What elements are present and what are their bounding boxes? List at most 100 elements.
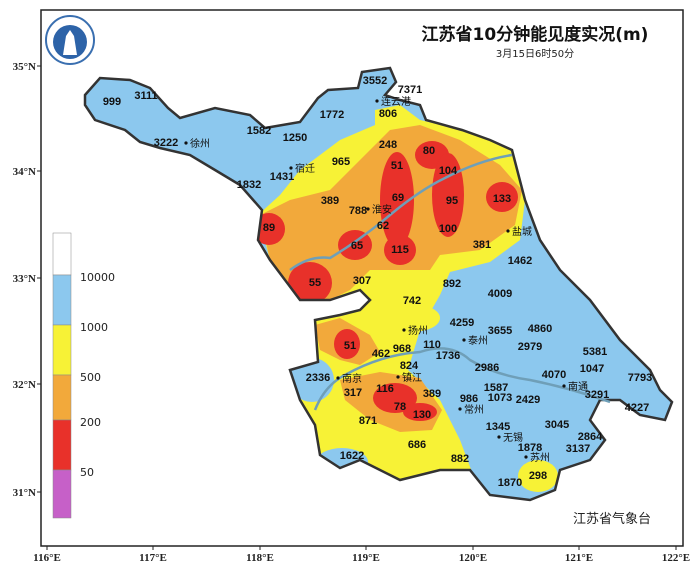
station-value: 389 xyxy=(321,195,339,207)
city-label: 徐州 xyxy=(190,137,210,150)
city-marker xyxy=(375,99,379,103)
station-value: 1073 xyxy=(488,392,512,404)
station-value: 742 xyxy=(403,295,421,307)
station-value: 4860 xyxy=(528,323,552,335)
city-marker xyxy=(524,455,528,459)
city-label: 宿迁 xyxy=(295,162,315,175)
map-title: 江苏省10分钟能见度实况(m) xyxy=(422,24,649,45)
station-value: 3655 xyxy=(488,325,512,337)
station-value: 116 xyxy=(376,383,394,395)
city-marker xyxy=(184,141,188,145)
zone-under-200 xyxy=(373,383,417,413)
station-value: 968 xyxy=(393,343,411,355)
station-value: 62 xyxy=(377,220,389,232)
city-marker xyxy=(497,435,501,439)
station-value: 3222 xyxy=(154,137,178,149)
station-value: 104 xyxy=(439,165,458,177)
station-value: 4227 xyxy=(625,402,649,414)
legend-label: 1000 xyxy=(80,321,108,334)
zone-under-200 xyxy=(403,403,437,421)
station-value: 100 xyxy=(439,223,457,235)
x-tick-label: 121°E xyxy=(565,552,593,564)
station-value: 115 xyxy=(391,244,409,256)
station-value: 3111 xyxy=(134,90,157,102)
city-label: 连云港 xyxy=(381,95,411,108)
station-value: 133 xyxy=(493,193,511,205)
footer-source: 江苏省气象台 xyxy=(573,511,651,527)
x-tick-label: 118°E xyxy=(246,552,274,564)
station-value: 110 xyxy=(423,339,441,351)
zone-1000-plus xyxy=(290,358,334,402)
zone-under-200 xyxy=(486,182,518,212)
y-tick-label: 35°N xyxy=(13,61,36,73)
station-value: 95 xyxy=(446,195,458,207)
city-marker xyxy=(289,166,293,170)
city-marker xyxy=(562,384,566,388)
city-label: 南京 xyxy=(342,372,362,385)
legend-label: 500 xyxy=(80,371,101,384)
station-value: 1587 xyxy=(484,382,508,394)
x-tick-label: 117°E xyxy=(139,552,167,564)
station-value: 78 xyxy=(394,401,406,413)
station-value: 1345 xyxy=(486,421,510,433)
legend-swatch xyxy=(52,324,72,376)
city-marker xyxy=(366,207,370,211)
station-value: 3552 xyxy=(363,75,387,87)
city-label: 常州 xyxy=(464,403,484,416)
legend-swatch xyxy=(52,232,72,276)
station-value: 89 xyxy=(263,222,275,234)
city-label: 镇江 xyxy=(402,371,422,384)
station-value: 4070 xyxy=(542,369,566,381)
zone-500-1000 xyxy=(518,460,558,492)
station-value: 51 xyxy=(344,340,356,352)
x-tick-label: 122°E xyxy=(662,552,690,564)
station-value: 4259 xyxy=(450,317,474,329)
station-value: 65 xyxy=(351,240,363,252)
station-value: 80 xyxy=(423,145,435,157)
station-value: 307 xyxy=(353,275,371,287)
station-value: 389 xyxy=(423,388,441,400)
city-label: 盐城 xyxy=(512,225,532,238)
station-value: 788 xyxy=(349,205,367,217)
station-value: 317 xyxy=(344,387,362,399)
legend-label: 50 xyxy=(80,466,94,479)
station-value: 462 xyxy=(372,348,390,360)
station-value: 3291 xyxy=(585,389,609,401)
station-value: 999 xyxy=(103,96,121,108)
station-value: 2429 xyxy=(516,394,540,406)
station-value: 3137 xyxy=(566,443,590,455)
station-value: 3045 xyxy=(545,419,569,431)
station-value: 1736 xyxy=(436,350,460,362)
station-value: 130 xyxy=(413,409,431,421)
city-marker xyxy=(402,328,406,332)
station-value: 1462 xyxy=(508,255,532,267)
logo xyxy=(45,15,95,65)
zone-under-200 xyxy=(338,230,372,260)
y-tick-label: 32°N xyxy=(13,379,36,391)
legend-swatch xyxy=(52,469,72,519)
station-value: 824 xyxy=(400,360,419,372)
y-tick-label: 34°N xyxy=(13,166,36,178)
station-value: 871 xyxy=(359,415,377,427)
grand-canal-river xyxy=(289,153,513,272)
x-tick-label: 119°E xyxy=(352,552,380,564)
station-value: 2986 xyxy=(475,362,499,374)
city-label: 南通 xyxy=(568,380,588,393)
y-tick-label: 31°N xyxy=(13,487,36,499)
station-value: 1772 xyxy=(320,109,344,121)
city-label: 无锡 xyxy=(503,431,523,444)
station-value: 806 xyxy=(379,108,397,120)
station-value: 248 xyxy=(379,139,397,151)
station-value: 965 xyxy=(332,156,350,168)
city-marker xyxy=(336,376,340,380)
station-value: 1832 xyxy=(237,179,261,191)
station-value: 2864 xyxy=(578,431,603,443)
station-value: 4009 xyxy=(488,288,512,300)
city-marker xyxy=(506,229,510,233)
province-outline xyxy=(83,66,674,502)
zone-500-1000 xyxy=(384,304,440,332)
city-label: 淮安 xyxy=(372,203,392,216)
legend-label: 10000 xyxy=(80,271,115,284)
legend: 10000 1000 500 200 50 xyxy=(52,232,115,519)
legend-swatch xyxy=(52,374,72,421)
